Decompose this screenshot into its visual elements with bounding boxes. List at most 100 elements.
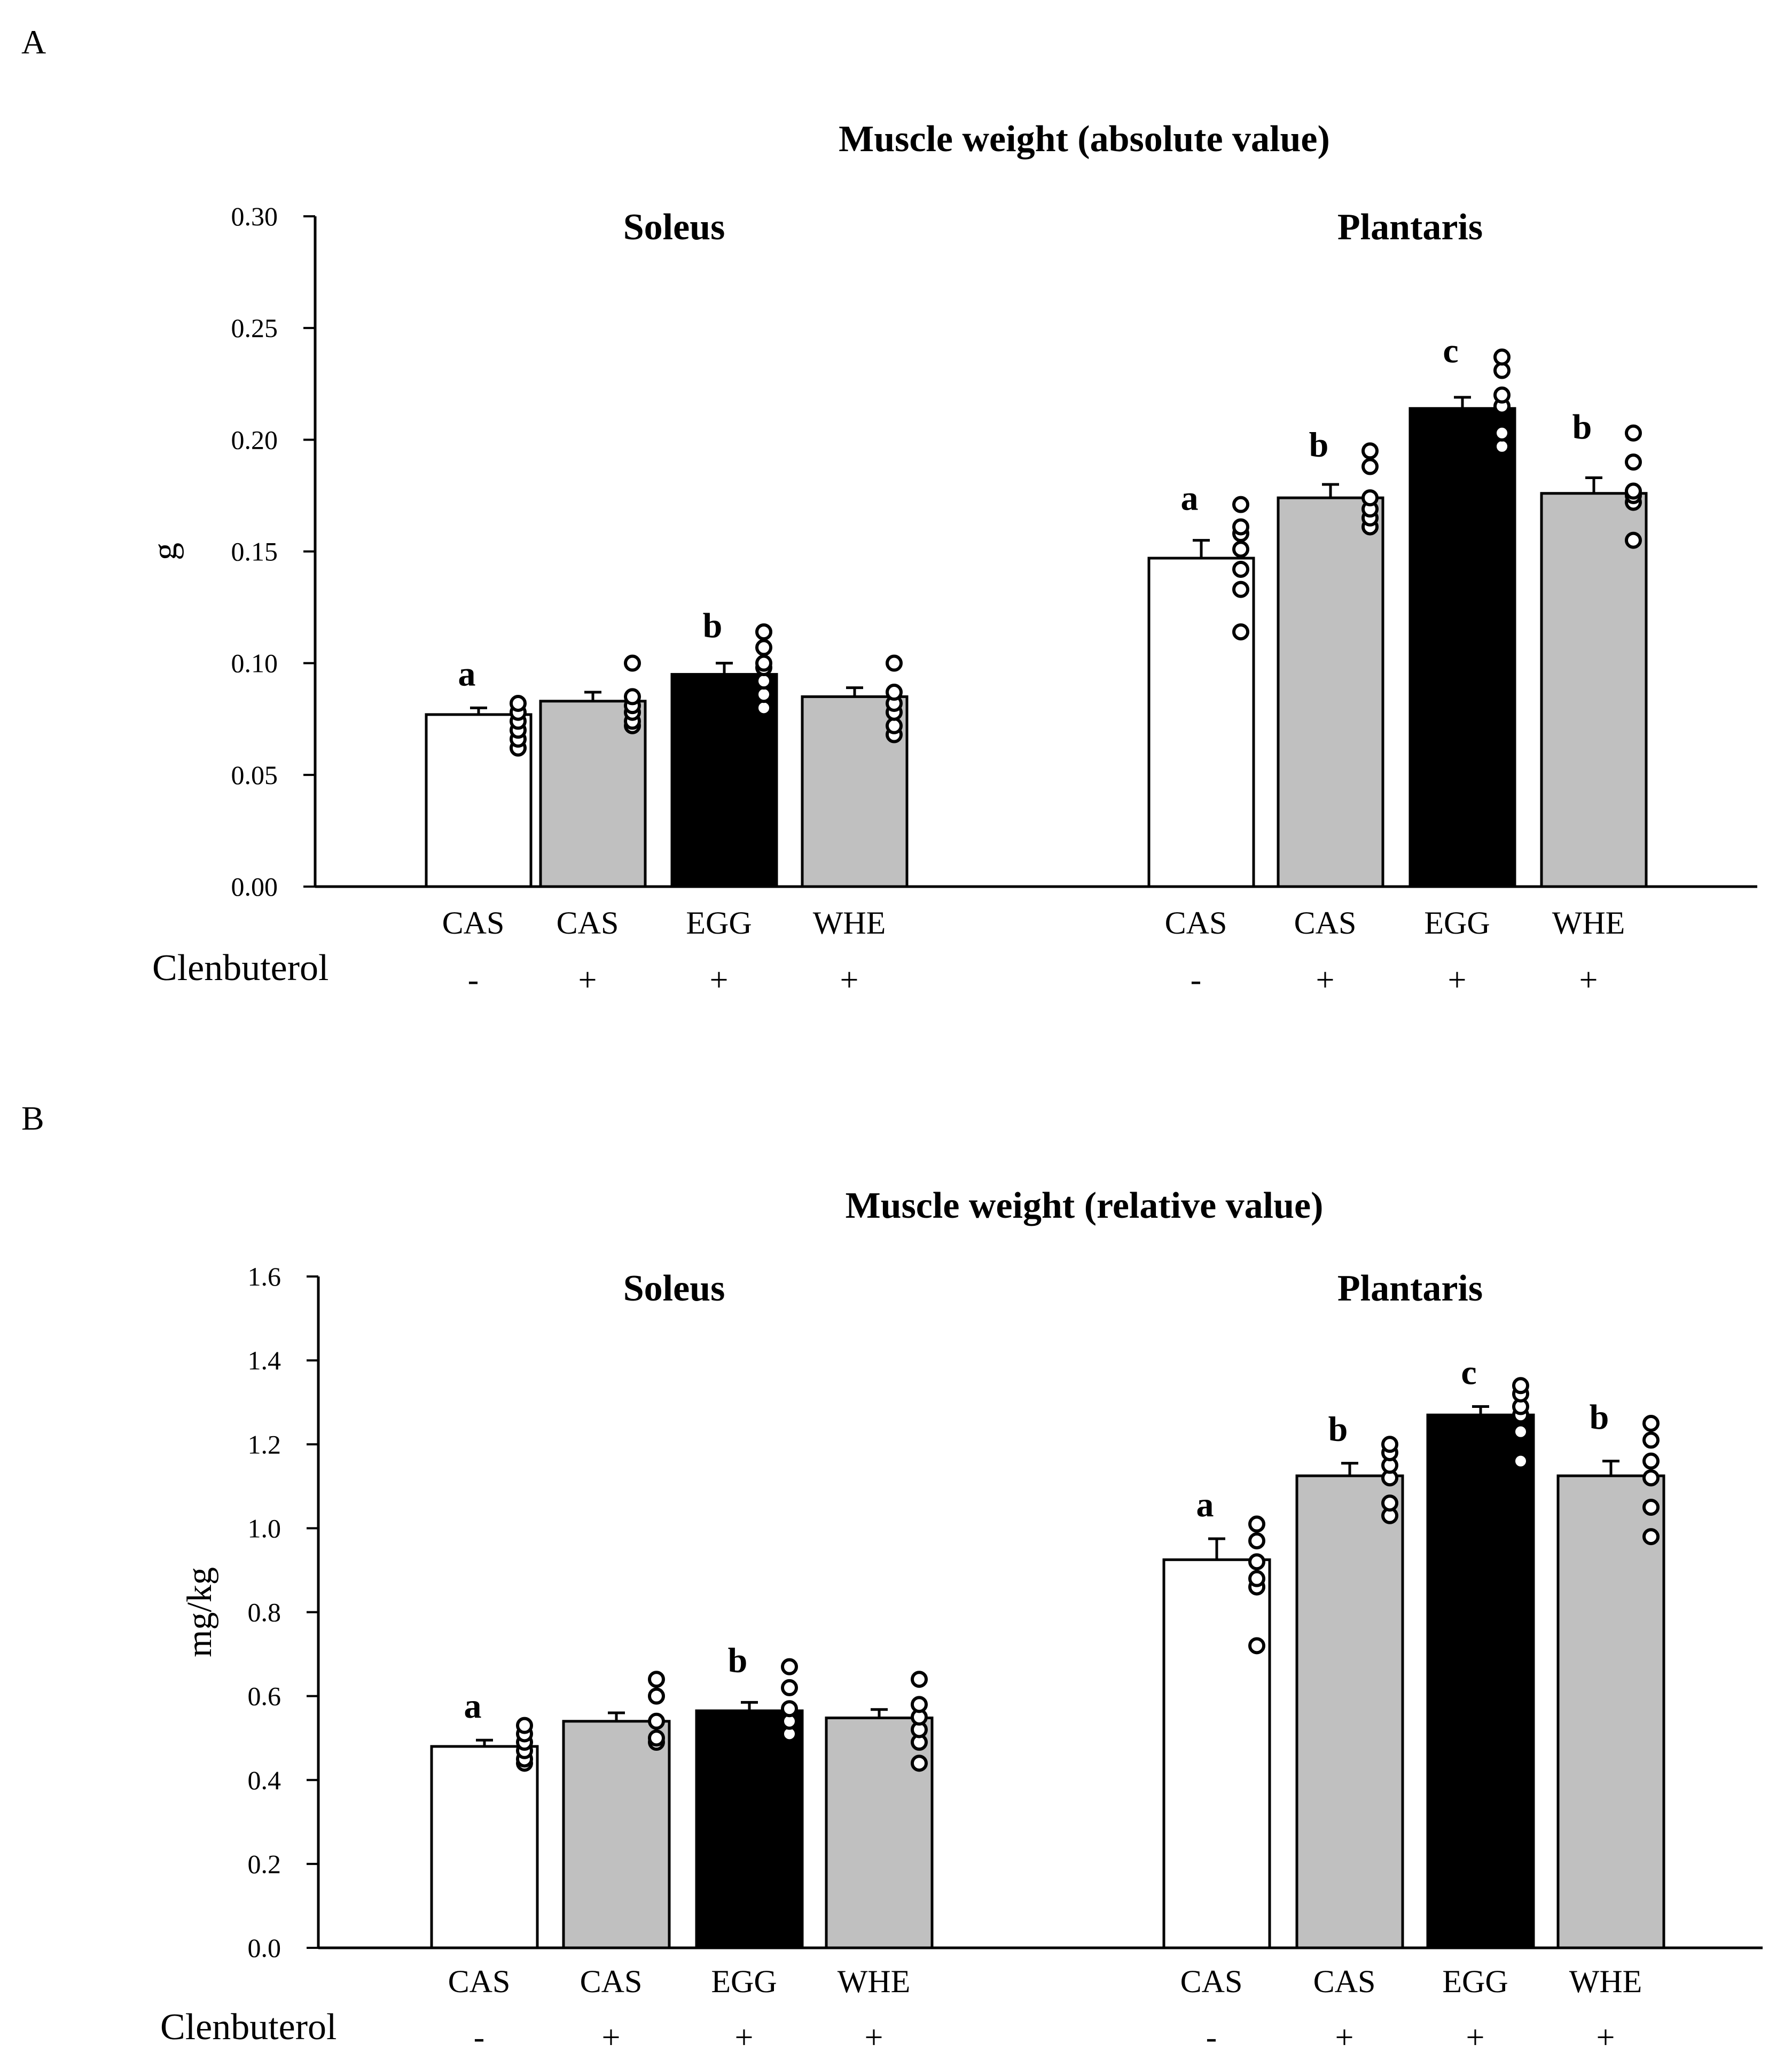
data-point [1625, 482, 1642, 500]
significance-letter: b [1328, 1410, 1348, 1449]
y-tick-label: 1.0 [248, 1513, 281, 1543]
data-point [648, 1671, 665, 1688]
y-tick-label: 0.0 [248, 1933, 281, 1963]
group-title: Plantaris [1337, 207, 1483, 248]
bar [1540, 492, 1648, 888]
category-label: EGG [1424, 905, 1490, 941]
data-point [755, 699, 772, 717]
significance-letter: b [728, 1641, 748, 1680]
significance-letter: a [1181, 479, 1199, 518]
treatment-sign: - [468, 962, 479, 998]
y-tick-label: 0.25 [231, 313, 278, 343]
data-point [755, 654, 772, 672]
panel-letter: B [21, 1099, 44, 1137]
data-point [1625, 424, 1642, 442]
category-label: EGG [1442, 1964, 1508, 1999]
data-point [886, 684, 903, 701]
data-point [624, 688, 641, 706]
treatment-sign: + [735, 2019, 754, 2056]
significance-letter: b [703, 606, 723, 645]
significance-letter: b [1309, 425, 1329, 464]
significance-letter: a [458, 654, 476, 693]
bar [695, 1709, 804, 1949]
group-title: Soleus [623, 207, 725, 248]
category-label: CAS [448, 1964, 511, 1999]
y-axis-label: g [145, 543, 184, 560]
category-label: WHE [1569, 1964, 1642, 1999]
y-tick-label: 0.2 [248, 1849, 281, 1879]
treatment-sign: + [1448, 962, 1467, 998]
data-point [911, 1696, 928, 1713]
y-tick-label: 0.20 [231, 425, 278, 455]
y-tick-label: 0.10 [231, 648, 278, 678]
data-point [648, 1687, 665, 1705]
data-point [911, 1754, 928, 1772]
significance-letter: c [1443, 332, 1458, 371]
data-point [886, 717, 903, 734]
category-label: WHE [813, 905, 886, 941]
chart-title: Muscle weight (absolute value) [839, 119, 1330, 160]
y-tick-label: 1.6 [248, 1262, 281, 1291]
data-point [1642, 1431, 1660, 1449]
data-point [1361, 442, 1379, 460]
data-point [755, 639, 772, 656]
treatment-sign: + [710, 962, 729, 998]
treatment-label: Clenbuterol [160, 2007, 337, 2048]
treatment-sign: - [474, 2019, 485, 2056]
panel-letter: A [21, 23, 46, 61]
bar [1408, 407, 1516, 888]
data-point [516, 1717, 533, 1734]
significance-letter: b [1590, 1398, 1609, 1437]
category-label: EGG [711, 1964, 777, 1999]
bar [1556, 1474, 1665, 1949]
data-point [1512, 1452, 1529, 1470]
y-axis-label: mg/kg [180, 1567, 219, 1657]
treatment-sign: + [1466, 2019, 1485, 2056]
data-point [1232, 623, 1249, 641]
bar [1147, 557, 1255, 888]
data-point [1232, 518, 1249, 536]
data-point [1248, 1637, 1265, 1655]
treatment-label: Clenbuterol [152, 947, 328, 989]
category-label: CAS [442, 905, 505, 941]
treatment-sign: + [578, 962, 597, 998]
data-point [1232, 496, 1249, 513]
chart-title: Muscle weight (relative value) [846, 1185, 1324, 1226]
category-label: CAS [1294, 905, 1357, 941]
data-point [1625, 531, 1642, 549]
data-point [911, 1671, 928, 1688]
data-point [1232, 560, 1249, 578]
data-point [1381, 1494, 1398, 1512]
data-point [1361, 489, 1379, 507]
bar [1295, 1474, 1404, 1949]
data-point [648, 1729, 665, 1747]
y-tick-label: 0.05 [231, 760, 278, 790]
treatment-sign: + [865, 2019, 883, 2056]
data-point [510, 694, 527, 712]
data-point [781, 1700, 798, 1718]
data-point [1248, 1532, 1265, 1549]
significance-letter: a [464, 1687, 482, 1726]
data-point [781, 1679, 798, 1696]
treatment-sign: + [1316, 962, 1335, 998]
data-point [1232, 581, 1249, 598]
significance-letter: b [1572, 408, 1592, 447]
category-label: CAS [1313, 1964, 1376, 1999]
bar [1277, 496, 1384, 888]
treatment-sign: + [840, 962, 859, 998]
category-label: EGG [686, 905, 752, 941]
y-tick-label: 0.00 [231, 872, 278, 902]
treatment-sign: - [1191, 962, 1202, 998]
bar [825, 1716, 934, 1949]
y-tick-label: 1.4 [248, 1345, 281, 1375]
bar [562, 1720, 671, 1949]
data-point [648, 1712, 665, 1730]
y-tick-label: 0.15 [231, 537, 278, 567]
data-point [1642, 1528, 1660, 1546]
data-point [1232, 541, 1249, 558]
y-tick-label: 0.30 [231, 201, 278, 231]
category-label: CAS [1165, 905, 1227, 941]
category-label: WHE [1552, 905, 1625, 941]
data-point [1248, 1570, 1265, 1587]
